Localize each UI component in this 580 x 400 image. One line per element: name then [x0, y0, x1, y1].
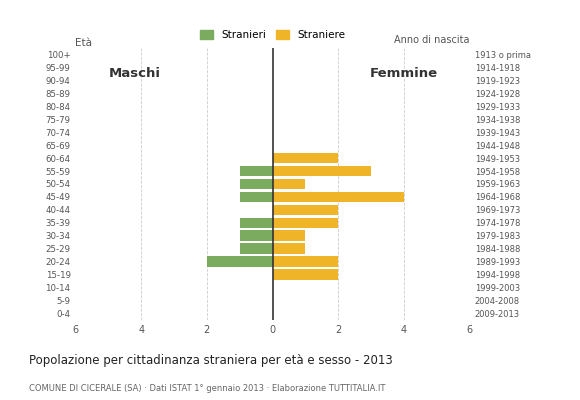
Text: Età: Età	[75, 38, 92, 48]
Bar	[273, 256, 338, 267]
Bar	[207, 256, 273, 267]
Text: Anno di nascita: Anno di nascita	[394, 35, 470, 45]
Bar	[240, 244, 273, 254]
Bar	[240, 230, 273, 241]
Bar	[240, 192, 273, 202]
Bar	[240, 179, 273, 189]
Bar	[273, 166, 371, 176]
Bar	[240, 218, 273, 228]
Bar	[273, 230, 306, 241]
Text: COMUNE DI CICERALE (SA) · Dati ISTAT 1° gennaio 2013 · Elaborazione TUTTITALIA.I: COMUNE DI CICERALE (SA) · Dati ISTAT 1° …	[29, 384, 385, 393]
Bar	[273, 218, 338, 228]
Bar	[273, 179, 306, 189]
Text: Maschi: Maschi	[108, 68, 161, 80]
Text: Femmine: Femmine	[370, 68, 438, 80]
Legend: Stranieri, Straniere: Stranieri, Straniere	[196, 26, 349, 44]
Bar	[273, 269, 338, 280]
Bar	[273, 204, 338, 215]
Bar	[273, 244, 306, 254]
Text: Popolazione per cittadinanza straniera per età e sesso - 2013: Popolazione per cittadinanza straniera p…	[29, 354, 393, 367]
Bar	[273, 192, 404, 202]
Bar	[240, 166, 273, 176]
Bar	[273, 153, 338, 164]
